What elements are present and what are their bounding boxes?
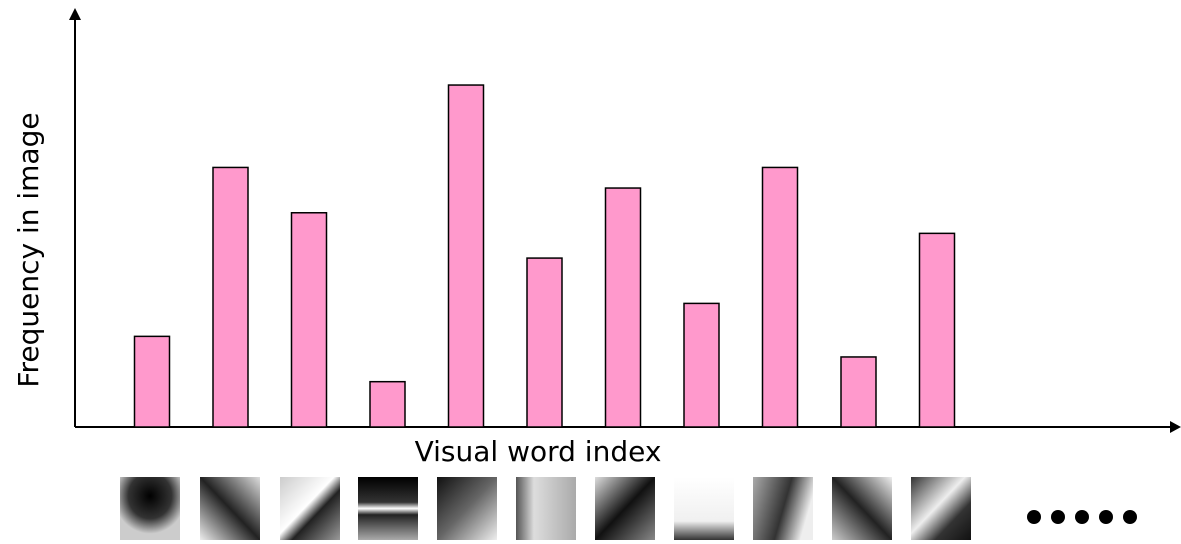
patch [120, 477, 180, 540]
bar [683, 302, 720, 428]
visual-word-patches [120, 477, 971, 540]
bar [526, 257, 563, 428]
patch [516, 477, 576, 540]
x-axis-label: Visual word index [415, 435, 662, 468]
patch [200, 477, 260, 540]
patch [280, 477, 340, 540]
y-axis-arrow [69, 8, 81, 20]
bar [447, 84, 485, 428]
patch [911, 477, 971, 540]
bar [290, 212, 328, 428]
patch [358, 477, 418, 540]
patch [595, 477, 655, 540]
patch [674, 477, 734, 540]
bar [840, 356, 877, 428]
patch [437, 477, 497, 540]
bar [369, 380, 406, 428]
bar [918, 232, 956, 428]
ellipsis-dots [1027, 510, 1137, 524]
patch [753, 477, 813, 540]
x-axis-arrow [1170, 421, 1181, 433]
bar [761, 166, 799, 428]
bar [604, 187, 642, 428]
y-axis-label: Frequency in image [12, 112, 45, 387]
bar [133, 335, 171, 428]
patch [832, 477, 892, 540]
bar [212, 166, 249, 428]
